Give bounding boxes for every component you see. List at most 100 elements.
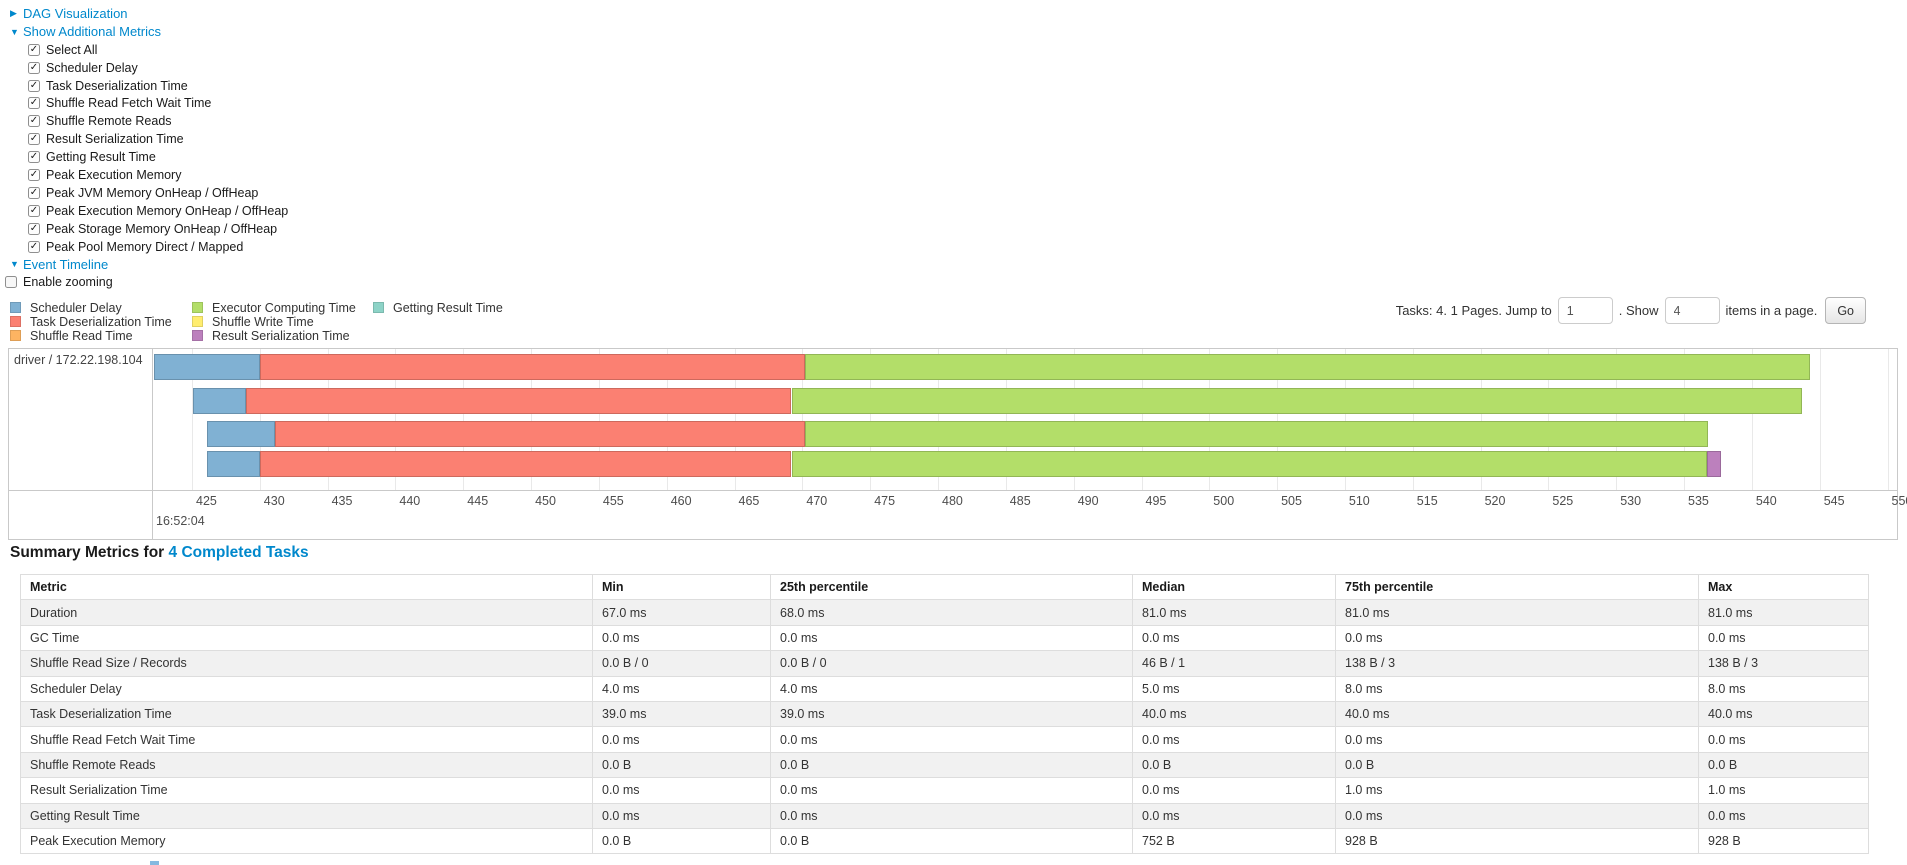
table-cell: 40.0 ms: [1698, 700, 1869, 728]
table-cell: 4.0 ms: [770, 675, 1133, 702]
dag-visualization-toggle[interactable]: ▶ DAG Visualization: [10, 6, 128, 21]
column-header-min: Min: [592, 573, 771, 601]
checkbox-row-peak-execution-memory-onheap-offheap[interactable]: ✓ Peak Execution Memory OnHeap / OffHeap: [10, 202, 288, 220]
summary-metrics-table: Metric Min 25th percentile Median 75th perce…: [20, 573, 1869, 855]
event-timeline-toggle[interactable]: ▼ Event Timeline: [10, 257, 108, 272]
table-cell: GC Time: [20, 624, 593, 652]
checkbox-label: Task Deserialization Time: [46, 78, 188, 93]
checkbox-label: Peak Execution Memory: [46, 167, 182, 182]
checkbox-row-result-serialization-time[interactable]: ✓ Result Serialization Time: [10, 130, 288, 148]
column-header-max: Max: [1698, 573, 1869, 601]
axis-tick-label: 475: [874, 494, 896, 508]
table-cell: Task Deserialization Time: [20, 700, 593, 728]
axis-tick-label: 520: [1484, 494, 1506, 508]
checkbox-row-shuffle-read-fetch-wait-time[interactable]: ✓ Shuffle Read Fetch Wait Time: [10, 94, 288, 112]
table-cell: 0.0 ms: [770, 802, 1133, 829]
axis-gridline: [734, 349, 736, 490]
timeline-x-axis: 425 430 435 440 445 450 455 460 465 470 475 480 485 4…: [154, 491, 1907, 538]
timeline-bar-task-deserialization[interactable]: [259, 354, 806, 380]
timeline-bar-executor-computing[interactable]: [805, 354, 1811, 380]
table-cell: 4.0 ms: [592, 675, 771, 702]
table-cell: 0.0 ms: [1698, 802, 1869, 829]
axis-tick-label: 465: [738, 494, 760, 508]
checkbox-checked-icon[interactable]: ✓: [28, 168, 40, 181]
cutoff-content: [150, 861, 159, 865]
legend-item-getting-result: Getting Result Time: [373, 301, 503, 315]
checkbox-label: Peak Execution Memory OnHeap / OffHeap: [46, 203, 289, 218]
timeline-bar-executor-computing[interactable]: [791, 388, 1802, 414]
checkbox-row-shuffle-remote-reads[interactable]: ✓ Shuffle Remote Reads: [10, 112, 288, 130]
table-cell: 67.0 ms: [592, 599, 771, 626]
timeline-bar-task-deserialization[interactable]: [246, 388, 792, 414]
checkbox-row-getting-result-time[interactable]: ✓ Getting Result Time: [10, 148, 288, 166]
axis-tick-label: 480: [942, 494, 963, 508]
timeline-plot-area: [154, 349, 1897, 490]
checkbox-label: Peak JVM Memory OnHeap / OffHeap: [46, 185, 259, 200]
checkbox-checked-icon[interactable]: ✓: [28, 133, 40, 146]
checkbox-row-task-deserialization-time[interactable]: ✓ Task Deserialization Time: [10, 77, 288, 95]
checkbox-checked-icon[interactable]: ✓: [28, 151, 40, 164]
checkbox-row-scheduler-delay[interactable]: ✓ Scheduler Delay: [10, 59, 288, 77]
timeline-bar-scheduler-delay[interactable]: [206, 451, 260, 477]
axis-time-label: 16:52:04: [156, 514, 205, 528]
table-cell: 46 B / 1: [1132, 650, 1336, 677]
checkbox-checked-icon[interactable]: ✓: [28, 97, 40, 110]
table-cell: 0.0 B: [770, 827, 1133, 855]
scheduler-delay-swatch-icon: [10, 302, 21, 314]
axis-tick-label: 530: [1620, 494, 1642, 508]
table-cell: 752 B: [1132, 827, 1336, 855]
task-deserialization-swatch-icon: [10, 316, 21, 328]
table-cell: 0.0 B: [1132, 751, 1336, 779]
table-row-shuffle-remote-reads: Shuffle Remote Reads 0.0 B 0.0 B 0.0 B 0.0 B…: [20, 751, 1869, 779]
summary-metrics-heading: Summary Metrics for 4 Completed Tasks: [10, 544, 309, 562]
table-cell: 0.0 B: [1698, 751, 1869, 779]
axis-gridline: [1141, 349, 1143, 490]
axis-gridline: [327, 349, 329, 490]
timeline-bar-task-deserialization[interactable]: [259, 451, 792, 477]
checkbox-row-peak-pool-memory-direct-mapped[interactable]: ✓ Peak Pool Memory Direct / Mapped: [10, 238, 288, 256]
checkbox-row-peak-jvm-memory-onheap-offheap[interactable]: ✓ Peak JVM Memory OnHeap / OffHeap: [10, 184, 288, 202]
timeline-bar-scheduler-delay[interactable]: [206, 421, 275, 447]
timeline-bar-executor-computing[interactable]: [805, 421, 1709, 447]
timeline-bar-scheduler-delay[interactable]: [193, 388, 247, 414]
axis-tick-label: 430: [263, 494, 285, 508]
jump-to-page-input[interactable]: [1557, 297, 1613, 324]
axis-tick-label: 485: [1009, 494, 1031, 508]
timeline-bar-executor-computing[interactable]: [791, 451, 1708, 477]
axis-gridline: [1209, 349, 1211, 490]
result-serialization-swatch-icon: [192, 329, 203, 341]
axis-tick-label: 535: [1688, 494, 1709, 508]
axis-tick-label: 450: [535, 494, 556, 508]
checkbox-label: Peak Pool Memory Direct / Mapped: [46, 239, 244, 254]
checkbox-checked-icon[interactable]: ✓: [28, 186, 40, 199]
timeline-bar-task-deserialization[interactable]: [274, 421, 806, 447]
checkbox-checked-icon[interactable]: ✓: [28, 222, 40, 235]
checkbox-row-select-all[interactable]: ✓ Select All: [10, 41, 288, 59]
axis-tick-label: 460: [670, 494, 692, 508]
timeline-bar-scheduler-delay[interactable]: [154, 354, 260, 380]
table-cell: 0.0 ms: [1698, 624, 1869, 652]
table-cell: Shuffle Remote Reads: [20, 751, 593, 779]
timeline-bar-result-serialization[interactable]: [1707, 451, 1721, 477]
checkbox-checked-icon[interactable]: ✓: [28, 43, 40, 56]
checkbox-checked-icon[interactable]: ✓: [28, 79, 40, 92]
table-cell: 0.0 ms: [770, 777, 1133, 804]
table-cell: 40.0 ms: [1335, 700, 1699, 728]
axis-tick-label: 510: [1348, 494, 1370, 508]
checkbox-checked-icon[interactable]: ✓: [28, 115, 40, 128]
checkbox-checked-icon[interactable]: ✓: [28, 61, 40, 74]
legend-label: Scheduler Delay: [30, 300, 122, 315]
checkbox-row-peak-storage-memory-onheap-offheap[interactable]: ✓ Peak Storage Memory OnHeap / OffHeap: [10, 220, 288, 238]
axis-tick-label: 490: [1077, 494, 1099, 508]
completed-tasks-link[interactable]: 4 Completed Tasks: [168, 544, 309, 561]
stage-controls: ▶ DAG Visualization ▼ Show Additional Me…: [5, 5, 288, 291]
enable-zooming-checkbox-row[interactable]: Enable zooming: [5, 273, 288, 291]
checkbox-row-peak-execution-memory[interactable]: ✓ Peak Execution Memory: [10, 166, 288, 184]
go-button[interactable]: Go: [1825, 297, 1866, 324]
items-per-page-input[interactable]: [1664, 297, 1720, 324]
checkbox-unchecked-icon[interactable]: [5, 276, 17, 289]
summary-heading-text: Summary Metrics for: [10, 544, 165, 561]
show-additional-metrics-toggle[interactable]: ▼ Show Additional Metrics: [10, 24, 161, 39]
checkbox-checked-icon[interactable]: ✓: [28, 204, 40, 217]
checkbox-checked-icon[interactable]: ✓: [28, 240, 40, 253]
